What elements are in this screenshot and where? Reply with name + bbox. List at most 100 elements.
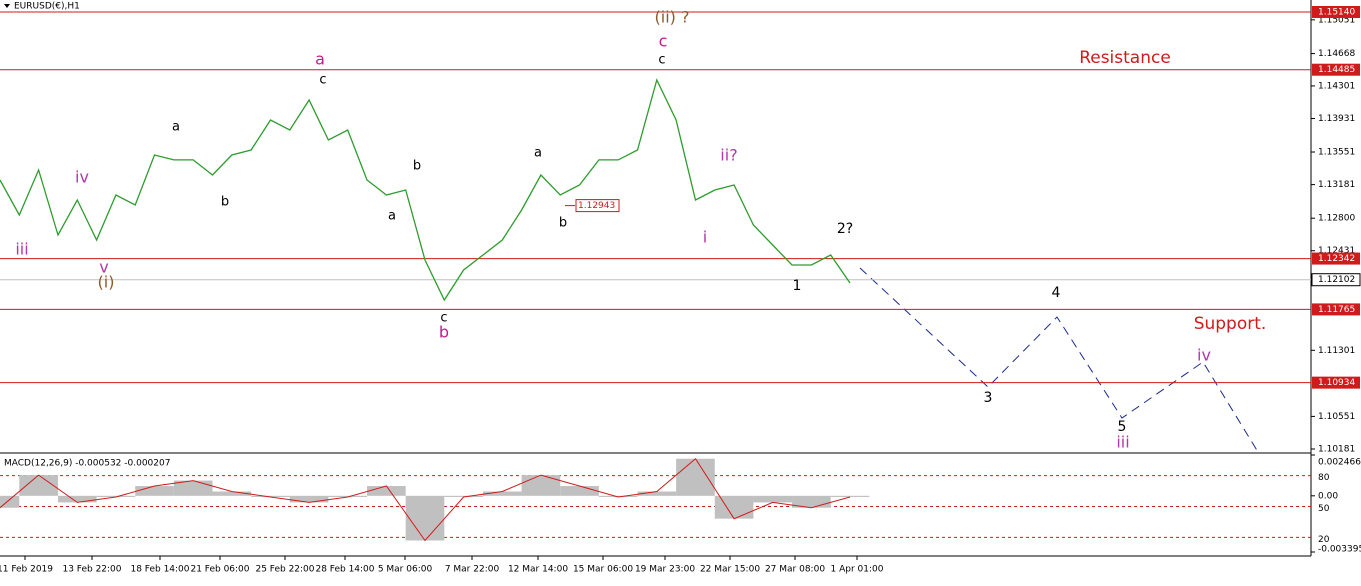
level-tag	[1312, 376, 1360, 389]
level-tag	[1312, 63, 1360, 76]
x-tick-label: 25 Feb 22:00	[255, 565, 314, 575]
macd-bar	[830, 495, 870, 497]
x-tick-label: 13 Feb 22:00	[62, 565, 121, 575]
macd-signal	[0, 457, 851, 542]
y-tick-label: 1.10181	[1318, 445, 1355, 455]
macd-bar	[598, 495, 638, 497]
wave-label: iv	[1197, 346, 1211, 365]
level-label: 1.12342	[1318, 254, 1355, 264]
wave-label: b	[221, 195, 229, 210]
y-tick-label: 1.13551	[1318, 148, 1355, 158]
level-tag	[1312, 252, 1360, 265]
current-price-tag	[1311, 273, 1361, 287]
x-tick-label: 1 Apr 01:00	[831, 565, 884, 575]
wave-label: i	[703, 228, 707, 247]
y2-tick-label: 20	[1318, 535, 1330, 545]
x-tick-label: 21 Feb 06:00	[190, 565, 249, 575]
level-label: 1.11765	[1318, 305, 1355, 315]
macd-bar	[714, 495, 754, 519]
wave-label: a	[534, 146, 542, 161]
wave-label: Support.	[1194, 314, 1267, 334]
macd-bar	[405, 495, 445, 541]
level-label: 1.10934	[1318, 378, 1355, 388]
wave-label: b	[439, 323, 449, 342]
wave-label: c	[659, 32, 668, 51]
wave-label: Resistance	[1079, 48, 1171, 68]
macd-bar	[19, 475, 58, 496]
wave-label: (i)	[98, 273, 115, 292]
x-tick-label: 19 Mar 23:00	[635, 565, 695, 575]
wave-label: b	[413, 159, 421, 174]
x-tick-label: 7 Mar 22:00	[445, 565, 500, 575]
wave-label: iii	[1116, 433, 1129, 452]
wave-label: v	[99, 258, 108, 277]
y-tick-label: 1.14301	[1318, 81, 1355, 91]
x-tick-label: 15 Mar 06:00	[573, 565, 633, 575]
y-tick-label: 1.13931	[1318, 114, 1355, 124]
wave-label: 2?	[837, 221, 853, 237]
wave-label: a	[315, 50, 325, 69]
macd-tick-label: 0.00	[1318, 491, 1338, 501]
wave-label: 1	[793, 278, 802, 294]
wave-label: b	[559, 216, 567, 231]
y2-tick-label: 80	[1318, 473, 1330, 483]
projection-path	[859, 267, 1259, 453]
wave-label: ii?	[720, 146, 737, 165]
y-tick-label: 1.10551	[1318, 412, 1355, 422]
wave-label: iii	[15, 240, 28, 259]
macd-bar	[753, 495, 793, 503]
macd-tick-label: -0.003395	[1318, 545, 1361, 555]
level-tag	[1312, 5, 1360, 18]
y-tick-label: 1.11301	[1318, 346, 1355, 356]
price-line	[0, 78, 851, 302]
x-tick-label: 28 Feb 14:00	[315, 565, 374, 575]
macd-bar	[135, 486, 174, 496]
symbol-title: EURUSD(€),H1	[14, 2, 80, 12]
macd-bar	[521, 475, 561, 496]
wave-label: iv	[75, 168, 89, 187]
menu-arrow[interactable]	[4, 4, 10, 8]
x-tick-label: 18 Feb 14:00	[130, 565, 189, 575]
macd-bar	[173, 480, 213, 496]
x-tick-label: 27 Mar 08:00	[765, 565, 825, 575]
macd-tick-label: 0.002466	[1318, 458, 1361, 468]
wave-label: c	[658, 53, 665, 68]
price-marker-box	[575, 199, 620, 213]
macd-bar	[328, 495, 368, 497]
macd-bar	[96, 495, 136, 497]
macd-bar	[444, 495, 483, 497]
y-tick-label: 1.13181	[1318, 180, 1355, 190]
wave-label: (ii) ?	[655, 8, 690, 27]
x-tick-label: 5 Mar 06:00	[378, 565, 433, 575]
macd-bar	[0, 495, 20, 508]
level-tag	[1312, 303, 1360, 316]
x-tick-label: 12 Mar 14:00	[508, 565, 568, 575]
y-tick-label: 1.12800	[1318, 214, 1355, 224]
wave-label: 3	[984, 390, 993, 406]
x-tick-label: 11 Feb 2019	[0, 565, 53, 575]
macd-bar	[560, 486, 599, 496]
level-label: 1.15140	[1318, 7, 1355, 17]
wave-label: a	[388, 209, 396, 224]
macd-bar	[792, 495, 831, 508]
level-label: 1.14485	[1318, 65, 1355, 75]
price-marker-label: 1.12943	[578, 201, 615, 211]
y-tick-label: 1.15051	[1318, 15, 1355, 25]
current-price-label: 1.12102	[1318, 275, 1355, 285]
wave-label: a	[172, 120, 180, 135]
macd-bar	[289, 495, 329, 503]
macd-bar	[57, 495, 97, 503]
macd-title: MACD(12,26,9) -0.000532 -0.000207	[4, 459, 170, 469]
macd-bar	[251, 495, 290, 497]
x-tick-label: 22 Mar 15:00	[700, 565, 760, 575]
macd-bar	[482, 491, 522, 496]
macd-bar	[212, 491, 252, 496]
wave-label: c	[319, 73, 326, 88]
wave-label: 5	[1118, 419, 1127, 435]
wave-label: 4	[1052, 285, 1061, 301]
macd-bar	[637, 491, 677, 496]
macd-bar	[367, 486, 406, 496]
wave-label: c	[440, 311, 447, 326]
y-tick-label: 1.14668	[1318, 49, 1355, 59]
